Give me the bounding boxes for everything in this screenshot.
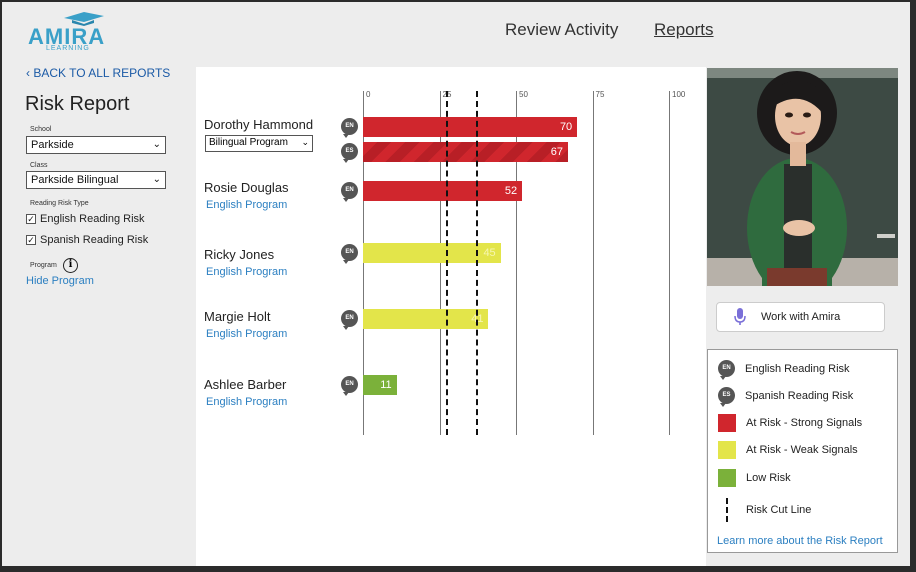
en-speech-badge-icon: EN (341, 310, 358, 330)
risk-bar[interactable]: 41 (363, 309, 489, 329)
low-risk-swatch (718, 469, 736, 487)
student-name: Rosie Douglas (204, 180, 289, 195)
gridline (439, 91, 441, 435)
school-select[interactable]: Parkside ⌄ (26, 136, 166, 154)
nav-review-activity[interactable]: Review Activity (505, 20, 619, 39)
back-link-label: BACK TO ALL REPORTS (33, 66, 171, 80)
hide-program-link[interactable]: Hide Program (26, 275, 94, 287)
risk-bar[interactable]: 45 (363, 243, 501, 263)
program-link[interactable]: English Program (206, 266, 288, 278)
student-name: Margie Holt (204, 309, 271, 324)
app-window: AMIRA LEARNING Review Activity Reports ‹… (2, 2, 910, 566)
risk-cut-line (476, 91, 479, 435)
reading-risk-type-label: Reading Risk Type (30, 200, 89, 207)
class-select[interactable]: Parkside Bilingual ⌄ (26, 171, 166, 189)
legend-label: Risk Cut Line (746, 504, 812, 516)
en-speech-badge-icon: EN (341, 182, 358, 202)
work-with-amira-label: Work with Amira (761, 311, 841, 323)
legend-spanish-risk: ES Spanish Reading Risk (718, 387, 854, 407)
program-link[interactable]: English Program (206, 199, 288, 211)
legend-label: English Reading Risk (745, 362, 850, 375)
en-speech-badge-icon: EN (341, 118, 358, 138)
class-select-value: Parkside Bilingual (31, 174, 119, 186)
spanish-risk-checkbox[interactable]: ✓ (26, 235, 36, 245)
microphone-icon (734, 308, 746, 325)
en-speech-badge-icon: EN (341, 244, 358, 264)
program-select[interactable]: Bilingual Program ⌄ (205, 135, 313, 152)
weak-signals-swatch (718, 441, 736, 459)
work-with-amira-button[interactable]: Work with Amira (716, 302, 885, 332)
info-icon[interactable]: i (63, 258, 78, 273)
program-label: Program (30, 262, 57, 269)
en-speech-badge-icon: EN (718, 360, 735, 380)
legend-label: At Risk - Weak Signals (746, 444, 858, 456)
school-select-value: Parkside (31, 139, 74, 151)
english-risk-checkbox[interactable]: ✓ (26, 214, 36, 224)
legend-label: At Risk - Strong Signals (746, 417, 863, 429)
program-link[interactable]: English Program (206, 328, 288, 340)
legend-panel: EN English Reading Risk ES Spanish Readi… (707, 349, 898, 553)
risk-chart-panel: 0 25 50 75 100 Dorothy Hammond Bilingual Prog… (196, 67, 706, 566)
learn-more-link[interactable]: Learn more about the Risk Report (717, 535, 883, 547)
gridline (363, 91, 364, 435)
strong-signals-swatch (718, 414, 736, 432)
english-risk-label: English Reading Risk (40, 213, 145, 225)
risk-cut-line (445, 91, 448, 435)
legend-weak-signals: At Risk - Weak Signals (718, 441, 858, 459)
chevron-left-icon: ‹ (26, 66, 30, 80)
amira-avatar-image (707, 68, 898, 286)
risk-bar[interactable]: 11 (363, 375, 397, 395)
nav-reports[interactable]: Reports (654, 20, 714, 39)
es-speech-badge-icon: ES (718, 387, 735, 407)
spanish-risk-label: Spanish Reading Risk (40, 234, 149, 246)
x-tick-label: 75 (595, 90, 605, 99)
program-select-value: Bilingual Program (209, 137, 288, 148)
x-tick-label: 50 (519, 90, 528, 99)
logo-subtext: LEARNING (46, 45, 90, 52)
x-tick-label: 0 (366, 90, 371, 99)
cut-line-swatch (718, 498, 736, 522)
gridline (669, 91, 670, 435)
student-name: Ricky Jones (204, 247, 275, 262)
gridline (516, 91, 517, 435)
es-speech-badge-icon: ES (341, 143, 358, 163)
logo-text: AMIRA (28, 24, 106, 49)
x-tick-label: 100 (672, 90, 686, 99)
legend-english-risk: EN English Reading Risk (718, 360, 850, 380)
chevron-down-icon: ⌄ (152, 174, 161, 185)
legend-low-risk: Low Risk (718, 469, 791, 487)
en-speech-badge-icon: EN (341, 376, 358, 396)
chevron-down-icon: ⌄ (152, 139, 161, 150)
back-to-all-reports-link[interactable]: ‹ BACK TO ALL REPORTS (26, 66, 170, 80)
risk-bar[interactable]: 70 (363, 117, 578, 137)
chevron-down-icon: ⌄ (301, 137, 309, 148)
spanish-risk-checkbox-row[interactable]: ✓ Spanish Reading Risk (26, 234, 148, 246)
gridline (592, 91, 594, 435)
student-name: Ashlee Barber (204, 377, 287, 392)
program-link[interactable]: English Program (206, 396, 288, 408)
legend-cut-line: Risk Cut Line (718, 498, 811, 522)
amira-logo[interactable]: AMIRA LEARNING (28, 12, 123, 52)
class-label: Class (30, 162, 48, 169)
legend-strong-signals: At Risk - Strong Signals (718, 414, 862, 432)
graduation-cap-icon (64, 12, 104, 26)
school-label: School (30, 126, 52, 133)
risk-bar[interactable]: 52 (363, 181, 523, 201)
student-name: Dorothy Hammond (204, 117, 314, 132)
risk-bar[interactable]: 67 (363, 142, 569, 162)
english-risk-checkbox-row[interactable]: ✓ English Reading Risk (26, 213, 145, 225)
page-title: Risk Report (25, 93, 130, 115)
legend-label: Spanish Reading Risk (745, 389, 854, 402)
legend-label: Low Risk (746, 472, 791, 484)
